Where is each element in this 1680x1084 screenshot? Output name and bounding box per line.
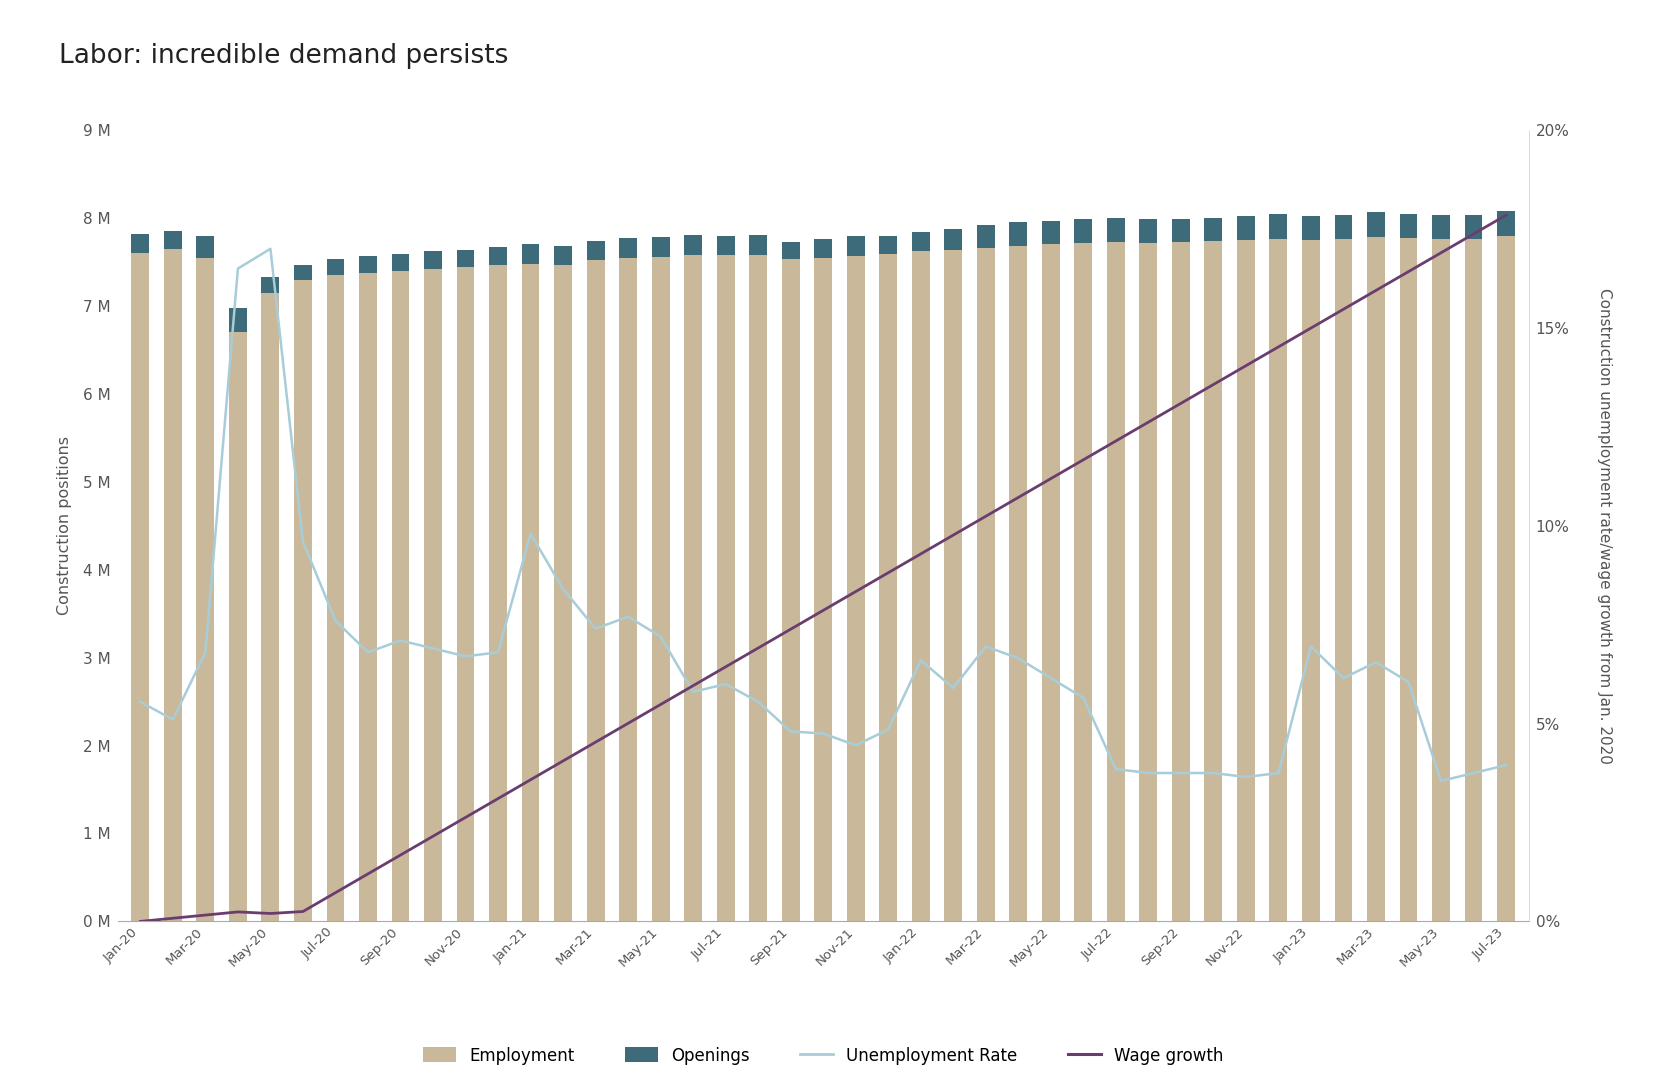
Bar <box>620 258 637 921</box>
Bar <box>1236 240 1255 921</box>
Bar <box>684 235 702 255</box>
Bar <box>197 258 215 921</box>
Text: Labor: incredible demand persists: Labor: incredible demand persists <box>59 43 507 69</box>
Bar <box>391 254 410 271</box>
Bar <box>1302 216 1320 240</box>
Bar <box>944 229 963 249</box>
Bar <box>1236 216 1255 240</box>
Bar <box>391 271 410 921</box>
Bar <box>360 256 376 272</box>
Bar <box>326 259 344 275</box>
Bar <box>944 249 963 921</box>
Bar <box>781 242 800 259</box>
Bar <box>554 264 571 921</box>
Bar <box>521 244 539 263</box>
Bar <box>684 255 702 921</box>
Bar <box>1368 237 1384 921</box>
Bar <box>847 236 865 256</box>
Bar <box>294 280 312 921</box>
Bar <box>1497 236 1515 921</box>
Bar <box>165 249 181 921</box>
Bar <box>1399 238 1418 921</box>
Bar <box>294 264 312 280</box>
Legend: Employment, Openings, Unemployment Rate, Wage growth: Employment, Openings, Unemployment Rate,… <box>417 1040 1230 1071</box>
Bar <box>1075 219 1092 243</box>
Bar <box>879 254 897 921</box>
Bar <box>1302 240 1320 921</box>
Bar <box>1139 243 1158 921</box>
Y-axis label: Construction positions: Construction positions <box>57 436 72 616</box>
Bar <box>1270 240 1287 921</box>
Bar <box>1399 214 1418 238</box>
Bar <box>1465 216 1482 240</box>
Bar <box>1368 212 1384 237</box>
Bar <box>521 263 539 921</box>
Bar <box>847 256 865 921</box>
Bar <box>1497 211 1515 236</box>
Bar <box>815 238 832 258</box>
Bar <box>652 257 670 921</box>
Bar <box>1010 222 1026 246</box>
Bar <box>165 231 181 249</box>
Bar <box>262 293 279 921</box>
Bar <box>976 225 995 248</box>
Bar <box>1431 240 1450 921</box>
Bar <box>749 235 768 255</box>
Bar <box>228 333 247 921</box>
Bar <box>1205 241 1223 921</box>
Bar <box>815 258 832 921</box>
Bar <box>423 269 442 921</box>
Bar <box>749 255 768 921</box>
Bar <box>326 275 344 921</box>
Bar <box>717 255 734 921</box>
Bar <box>1334 240 1352 921</box>
Bar <box>489 247 507 266</box>
Bar <box>457 268 474 921</box>
Bar <box>262 276 279 293</box>
Bar <box>1075 243 1092 921</box>
Bar <box>489 266 507 921</box>
Bar <box>1431 216 1450 240</box>
Bar <box>781 259 800 921</box>
Y-axis label: Construction unemployment rate/wage growth from Jan. 2020: Construction unemployment rate/wage grow… <box>1598 288 1613 763</box>
Bar <box>1010 246 1026 921</box>
Bar <box>457 249 474 268</box>
Bar <box>1334 215 1352 240</box>
Bar <box>131 254 150 921</box>
Bar <box>228 308 247 333</box>
Bar <box>423 251 442 269</box>
Bar <box>1270 215 1287 240</box>
Bar <box>1042 221 1060 244</box>
Bar <box>586 241 605 260</box>
Bar <box>586 260 605 921</box>
Bar <box>717 235 734 255</box>
Bar <box>1205 218 1223 241</box>
Bar <box>554 246 571 264</box>
Bar <box>1107 218 1126 242</box>
Bar <box>1139 219 1158 243</box>
Bar <box>879 236 897 254</box>
Bar <box>976 248 995 921</box>
Bar <box>912 251 929 921</box>
Bar <box>1173 242 1189 921</box>
Bar <box>1173 219 1189 242</box>
Bar <box>360 272 376 921</box>
Bar <box>1465 240 1482 921</box>
Bar <box>1107 242 1126 921</box>
Bar <box>1042 244 1060 921</box>
Bar <box>912 232 929 251</box>
Bar <box>197 236 215 258</box>
Bar <box>131 234 150 254</box>
Bar <box>620 238 637 258</box>
Bar <box>652 237 670 257</box>
